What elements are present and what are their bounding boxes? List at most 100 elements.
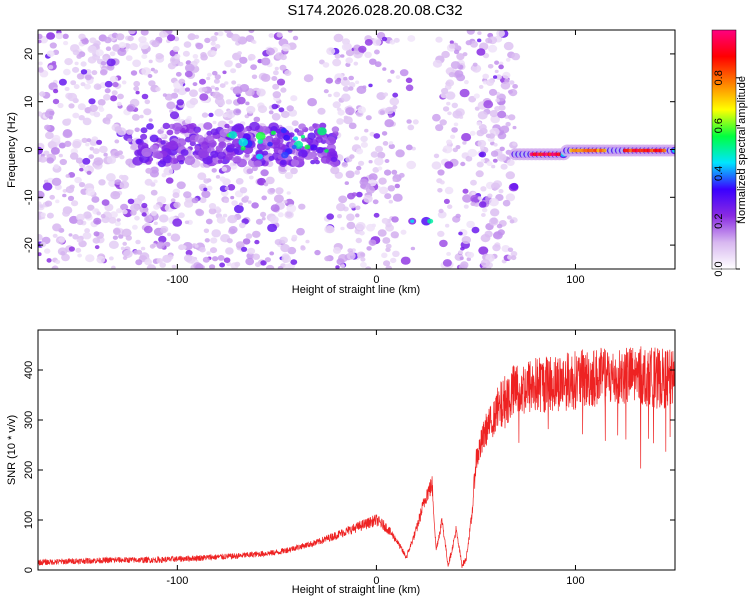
heatmap-cell [450,134,456,139]
heatmap-cell [210,150,219,158]
snr-y-label: SNR (10 * v/v) [6,415,18,485]
heatmap-cell [556,152,561,157]
heatmap-cell [113,227,121,234]
heatmap-cell [231,80,237,85]
heatmap-cell [500,81,511,90]
heatmap-cell [369,239,377,246]
heatmap-cell [181,245,187,250]
heatmap-cell [288,132,295,138]
colorbar-tick-label: 0.4 [713,166,725,181]
heatmap-cell [307,152,317,160]
heatmap-cell [141,147,152,157]
heatmap-cell [195,263,204,269]
heatmap-cell [212,91,221,99]
heatmap-cell [233,123,245,133]
heatmap-cell [252,253,260,260]
heatmap-cell [493,143,498,147]
heatmap-cell [464,80,469,85]
heatmap-cell [136,249,143,255]
heatmap-cell [159,30,168,38]
heatmap-cell [310,159,316,165]
heatmap-cell [360,183,367,189]
heatmap-cell [472,62,478,67]
heatmap-cell [276,32,283,38]
heatmap-cell [167,62,176,70]
heatmap-cell [495,74,502,80]
heatmap-cell [117,48,127,56]
y-tick-label: 20 [23,48,35,60]
heatmap-cell [310,144,318,151]
x-tick-label: 100 [566,575,584,587]
heatmap-cell [240,146,246,151]
heatmap-cell [261,57,271,66]
heatmap-cell [308,126,315,132]
heatmap-cell [69,152,79,160]
snr-x-label: Height of straight line (km) [292,584,420,596]
heatmap-cell [510,182,519,191]
heatmap-cell [46,50,55,57]
heatmap-cell [331,126,340,133]
heatmap-cell [172,46,180,52]
heatmap-cell [445,223,450,228]
heatmap-cell [478,84,484,89]
heatmap-cell [215,206,221,211]
heatmap-cell [146,123,154,130]
heatmap-cell [106,58,116,67]
heatmap-cell [456,53,465,61]
heatmap-cell [405,77,413,84]
heatmap-cell [140,30,149,36]
heatmap-cell [49,194,55,200]
y-tick-label: 400 [23,361,35,379]
heatmap-cell [340,226,345,231]
heatmap-cell [463,204,469,209]
heatmap-cell [446,101,451,106]
heatmap-cell [74,176,82,184]
heatmap-cell [204,37,211,44]
heatmap-cell [458,250,463,255]
heatmap-cell [210,85,215,90]
heatmap-cell [290,259,298,265]
heatmap-cell [112,81,119,88]
heatmap-cell [116,218,121,222]
heatmap-cell [82,232,92,240]
heatmap-cell [446,251,451,256]
heatmap-cell [149,169,159,178]
heatmap-cell [104,36,112,44]
heatmap-cell [506,215,512,220]
heatmap-cell [83,211,92,219]
heatmap-cell [384,159,390,163]
heatmap-cell [395,149,405,158]
heatmap-cell [387,185,395,192]
heatmap-cell [205,218,213,225]
heatmap-cell [200,52,207,58]
heatmap-cell [77,253,82,258]
heatmap-cell [260,73,271,82]
heatmap-cell [388,199,393,204]
heatmap-cell [360,257,366,262]
heatmap-cell [336,118,344,125]
heatmap-cell [301,153,307,158]
heatmap-cell [195,209,205,217]
heatmap-cell [176,181,186,190]
heatmap-x-ticks: -100 0 100 [166,30,585,286]
heatmap-cell [476,129,485,137]
heatmap-cell [89,104,98,113]
heatmap-cell [333,91,341,98]
heatmap-cell [133,80,141,87]
heatmap-cell [52,233,58,238]
heatmap-cell [503,41,514,51]
heatmap-cell [478,246,489,255]
heatmap-cell [246,105,256,114]
heatmap-cell [437,230,445,237]
heatmap-cell [140,133,148,140]
heatmap-cell [212,256,219,262]
heatmap-cell [364,51,372,58]
heatmap-cell [193,126,201,133]
heatmap-cell [337,214,342,219]
heatmap-cell [478,124,487,131]
heatmap-cell [51,61,57,65]
heatmap-cell [348,86,354,91]
colorbar-gradient [711,29,737,270]
y-tick-label: 10 [23,96,35,108]
heatmap-cell [383,260,391,267]
